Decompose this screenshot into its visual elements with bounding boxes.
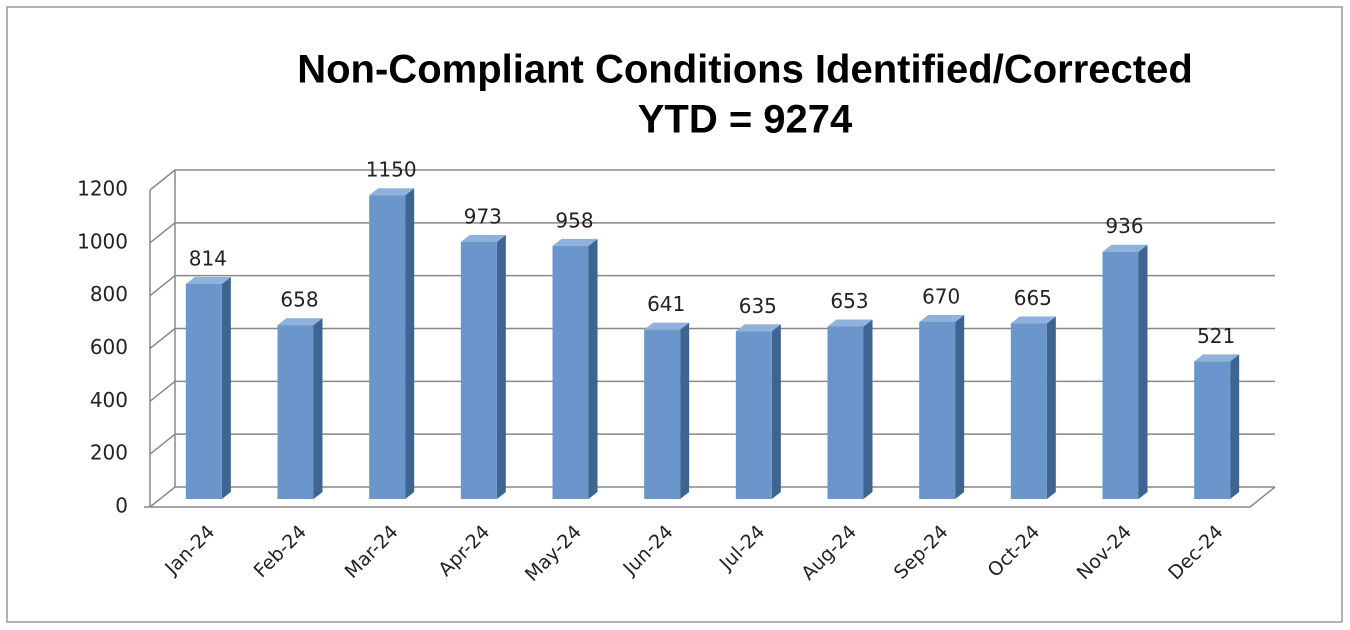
floor-edge [150,486,1276,508]
bar [185,276,231,499]
bar-side [680,322,690,499]
y-tick-label: 600 [90,335,128,359]
bar-side [405,188,415,500]
value-label: 670 [922,285,960,309]
bar-top [827,319,873,327]
bar-side [313,318,323,499]
y-tick-label: 200 [90,441,128,465]
bar [919,315,965,499]
y-tick-label: 400 [90,388,128,412]
bar [277,318,323,499]
bar-top [1102,244,1148,252]
bar-front [735,331,772,499]
chart-subtitle: YTD = 9274 [638,98,853,142]
y-tick-label: 0 [115,494,128,518]
bar-top [1010,316,1056,324]
grid-line [149,327,1275,350]
value-label: 814 [189,246,227,270]
grid-line [149,486,1275,508]
grid-line [149,380,1275,402]
grid-line [149,169,1275,191]
value-label: 653 [830,289,868,313]
bar-top [644,322,690,330]
bar-front [644,329,681,499]
bar-top [460,234,506,242]
bar-top [1194,354,1240,362]
bar [552,238,598,499]
value-label: 973 [464,204,502,228]
bar [460,234,506,500]
bar-side [588,238,598,499]
value-label: 936 [1105,214,1143,238]
bar-side [221,276,231,499]
value-label: 665 [1014,286,1052,310]
bar-front [460,241,497,500]
bar-side [863,319,873,499]
bar-side [1230,354,1240,499]
bar [735,324,781,499]
y-tick-label: 1200 [77,177,128,201]
bar-front [1102,251,1139,499]
bar-side [1138,244,1148,499]
bar [827,319,873,499]
value-label: 521 [1197,324,1235,348]
bar [1010,316,1056,499]
chart-title: Non-Compliant Conditions Identified/Corr… [297,48,1193,92]
bar [1194,354,1240,499]
bar [369,188,415,500]
grid-line [149,433,1275,455]
bar-front [552,245,589,499]
bar [644,322,690,499]
bar [1102,244,1148,499]
bar-top [919,315,965,323]
bar-front [277,325,314,499]
bar-front [185,283,222,499]
grid-line [149,274,1275,297]
bar-side [1046,316,1056,499]
bar-front [1194,361,1231,499]
value-label: 958 [555,208,593,232]
bar-side [771,324,781,499]
grid-line [149,222,1275,244]
bar-side [955,315,965,499]
value-label: 635 [739,294,777,318]
bar-top [185,276,231,284]
bar-top [369,188,415,196]
bar-front [827,326,864,499]
value-label: 641 [647,292,685,316]
y-tick-label: 1000 [77,229,128,253]
bar-front [369,195,406,500]
bar-top [735,324,781,332]
value-label: 658 [280,288,318,312]
bar-side [496,234,506,500]
bar-front [919,322,956,499]
bar-front [1010,323,1047,499]
y-tick-label: 800 [90,282,128,306]
value-label: 1150 [366,158,417,182]
bar-top [552,238,598,246]
bar-top [277,318,323,326]
